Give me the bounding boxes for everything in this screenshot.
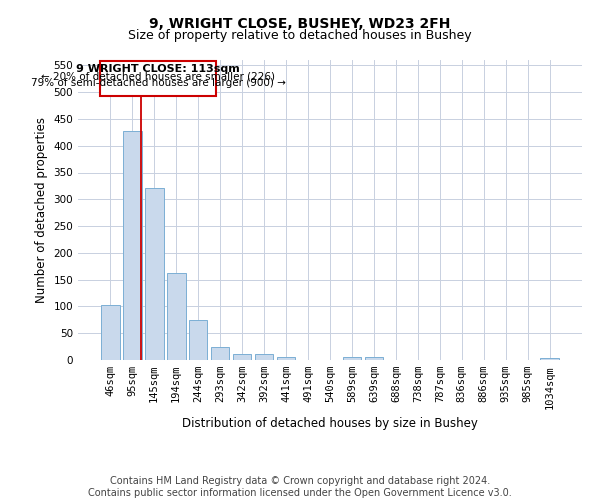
Text: 9, WRIGHT CLOSE, BUSHEY, WD23 2FH: 9, WRIGHT CLOSE, BUSHEY, WD23 2FH (149, 18, 451, 32)
Bar (101, 305, 119, 360)
X-axis label: Distribution of detached houses by size in Bushey: Distribution of detached houses by size … (182, 417, 478, 430)
Bar (189, 320, 208, 360)
Bar (233, 354, 251, 360)
Bar (145, 188, 164, 360)
Text: 79% of semi-detached houses are larger (900) →: 79% of semi-detached houses are larger (… (31, 78, 286, 88)
Bar (343, 358, 361, 360)
Bar (167, 272, 185, 360)
Bar (211, 346, 229, 360)
FancyBboxPatch shape (100, 61, 216, 96)
Y-axis label: Number of detached properties: Number of detached properties (35, 117, 48, 303)
Bar (277, 357, 295, 360)
Text: Size of property relative to detached houses in Bushey: Size of property relative to detached ho… (128, 29, 472, 42)
Bar (123, 131, 142, 360)
Text: 9 WRIGHT CLOSE: 113sqm: 9 WRIGHT CLOSE: 113sqm (76, 64, 240, 74)
Bar (365, 358, 383, 360)
Text: ← 20% of detached houses are smaller (226): ← 20% of detached houses are smaller (22… (41, 71, 275, 81)
Bar (255, 354, 274, 360)
Text: Contains HM Land Registry data © Crown copyright and database right 2024.
Contai: Contains HM Land Registry data © Crown c… (88, 476, 512, 498)
Bar (541, 358, 559, 360)
